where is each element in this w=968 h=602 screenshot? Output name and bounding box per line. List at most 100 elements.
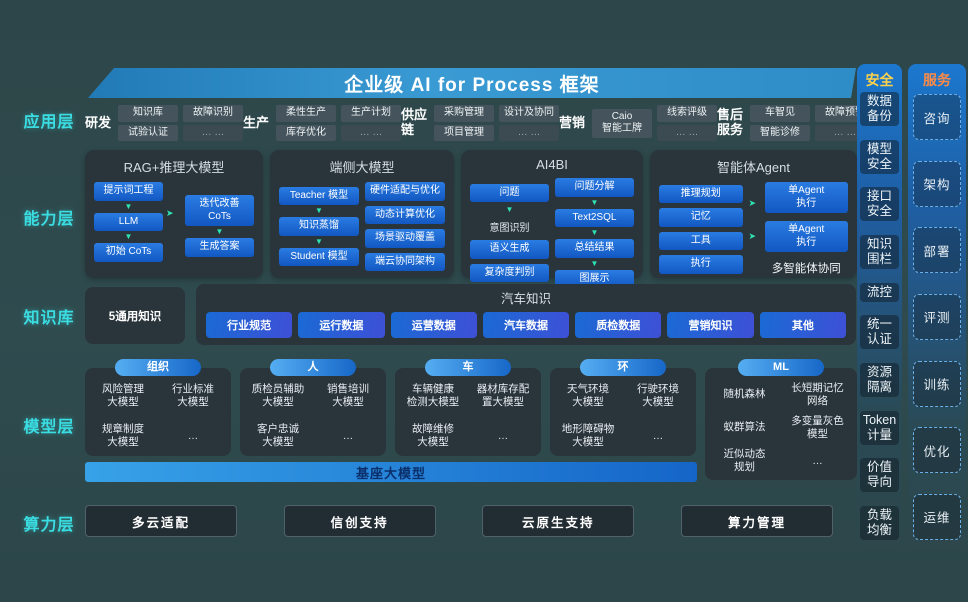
- services-sidebar: 服务 咨询 架构 部署 评测 训练 优化 运维: [908, 64, 966, 548]
- arrow-down-icon: ▼: [590, 228, 599, 237]
- layer-label-capability: 能力层: [23, 211, 75, 228]
- security-item: 负载均衡: [860, 505, 899, 540]
- security-item: 数据备份: [860, 92, 899, 126]
- app-group-label: 生产: [243, 114, 270, 130]
- flow-box: 推理规划: [659, 184, 743, 203]
- app-chip: 采购管理: [434, 105, 494, 122]
- foundation-model-bar: 基座大模型: [85, 462, 697, 482]
- app-group-production: 生产 柔性生产 库存优化 生产计划 … …: [243, 105, 401, 141]
- service-item: 优化: [913, 427, 961, 474]
- arrow-down-icon: ▼: [124, 201, 133, 211]
- panel-title: 端侧大模型: [329, 160, 395, 175]
- app-group-label: 研发: [85, 114, 112, 130]
- arrow-down-icon: ▼: [124, 232, 133, 241]
- service-item: 评测: [913, 293, 961, 340]
- model-cell: 行业标准 大模型: [172, 382, 214, 408]
- flow-box: Student 模型: [279, 247, 359, 267]
- app-chip-more: … …: [657, 124, 717, 141]
- model-cell: 天气环境 大模型: [567, 382, 609, 408]
- panel-title: AI4BI: [536, 157, 568, 172]
- flow-box: 工具: [659, 231, 743, 250]
- model-cell: 多变量灰色 模型: [791, 414, 844, 440]
- knowledge-chip: 运营数据: [390, 312, 477, 338]
- security-item: 价值导向: [860, 458, 899, 493]
- model-cell: 器材库存配 置大模型: [476, 382, 530, 408]
- app-chip: 车智见: [750, 105, 810, 122]
- app-chip-more: … …: [499, 124, 559, 141]
- panel-agent: 智能体Agent 推理规划 记忆 工具 执行 ➤ ➤ 单Agent 执行 单Ag…: [650, 150, 857, 278]
- model-cell: 客户忠诚 大模型: [257, 423, 299, 449]
- model-cell: 蚁群算法: [723, 421, 766, 434]
- security-sidebar: 安全 数据备份 模型安全 接口安全 知识围栏 流控 统一认证 资源隔离 Toke…: [857, 64, 902, 548]
- app-chip: 故障识别: [183, 105, 243, 122]
- model-group-ml: ML 随机森林 长短期记忆 网络 蚁群算法 多变量灰色 模型 近似动态 规划 …: [705, 359, 857, 480]
- app-chip-more: … …: [341, 124, 401, 141]
- flow-box: 生成答案: [185, 238, 254, 257]
- model-cell-more: …: [812, 454, 823, 467]
- app-chip: 设计及协同: [499, 105, 559, 122]
- arrow-right-icon: ➤: [748, 231, 757, 241]
- panel-title: RAG+推理大模型: [123, 160, 225, 175]
- app-chip: 库存优化: [276, 124, 336, 141]
- security-item: Token计量: [860, 410, 899, 445]
- knowledge-chip: 营销知识: [667, 312, 754, 338]
- knowledge-chip: 汽车数据: [482, 312, 570, 338]
- app-chip: 线索评级: [657, 105, 717, 122]
- model-layer-row: 组织 风险管理 大模型 行业标准 大模型 规章制度 大模型 … 人 质检员辅助 …: [85, 359, 857, 480]
- flow-box: 复杂度判别: [470, 263, 549, 283]
- arrow-down-icon: ▼: [215, 227, 224, 237]
- knowledge-chip: 其他: [759, 312, 846, 338]
- model-group-tag: 环: [580, 359, 666, 376]
- app-chip: 知识库: [118, 105, 178, 122]
- arrow-right-icon: ➤: [748, 198, 757, 208]
- capability-layer-row: RAG+推理大模型 提示词工程 ▼ LLM ▼ 初始 CoTs ➤ 迭代改善Co…: [85, 150, 857, 288]
- flow-box: 问题分解: [555, 178, 634, 197]
- framework-title-banner: 企业级 AI for Process 框架: [88, 68, 856, 98]
- flow-text: 意图识别: [489, 223, 530, 235]
- panel-edge-llm: 端侧大模型 Teacher 模型 ▼ 知识蒸馏 ▼ Student 模型 硬件适…: [270, 150, 454, 278]
- model-cell-more: …: [497, 429, 509, 442]
- flow-connector: ➤ ➤: [749, 182, 759, 276]
- service-item: 架构: [913, 160, 961, 207]
- flow-box: 单Agent 执行: [764, 182, 848, 213]
- app-chip: 生产计划: [341, 105, 401, 122]
- security-item: 模型安全: [860, 139, 899, 174]
- flow-box: 问题: [470, 183, 549, 203]
- model-group-tag: ML: [738, 359, 824, 376]
- flow-box: LLM: [94, 212, 163, 231]
- arrow-right-icon: ➤: [166, 208, 174, 219]
- flow-box: 记忆: [659, 208, 743, 227]
- security-item: 统一认证: [860, 315, 899, 350]
- flow-box: 硬件适配与优化: [365, 182, 445, 201]
- model-cell: 随机森林: [723, 388, 766, 401]
- compute-item-xinchuang: 信创支持: [283, 505, 436, 537]
- flow-box: 提示词工程: [94, 182, 163, 201]
- service-item: 训练: [913, 360, 961, 407]
- flow-box: 动态计算优化: [365, 205, 445, 224]
- arrow-down-icon: ▼: [315, 206, 323, 216]
- model-group-environment: 环 天气环境 大模型 行驶环境 大模型 地形障碍物 大模型 …: [550, 359, 696, 456]
- model-group-people: 人 质检员辅助 大模型 销售培训 大模型 客户忠诚 大模型 …: [240, 359, 386, 456]
- app-chip-more: … …: [183, 124, 243, 141]
- service-item: 运维: [913, 493, 961, 540]
- flow-box: 单Agent 执行: [764, 221, 848, 252]
- flow-box: 场景驱动覆盖: [365, 229, 445, 248]
- panel-ai4bi: AI4BI 问题 ▼ 意图识别 语义生成 复杂度判别 问题分解 ▼ Text2S…: [461, 150, 643, 288]
- model-group-vehicle: 车 车辆健康 检测大模型 器材库存配 置大模型 故障维修 大模型 …: [395, 359, 541, 456]
- app-group-supply-chain: 供应链 采购管理 项目管理 设计及协同 … …: [401, 105, 559, 141]
- knowledge-chip: 运行数据: [298, 312, 385, 338]
- model-cell-more: …: [342, 429, 354, 442]
- model-cell: 故障维修 大模型: [412, 423, 454, 449]
- compute-item-management: 算力管理: [680, 505, 833, 537]
- model-group-tag: 组织: [115, 359, 201, 376]
- security-item: 接口安全: [860, 187, 899, 222]
- model-cell-more: …: [187, 429, 199, 442]
- model-cell: 长短期记忆 网络: [791, 381, 844, 407]
- app-chip: Caio 智能工牌: [592, 108, 652, 138]
- flow-box: 执行: [659, 255, 743, 274]
- flow-box: Teacher 模型: [279, 186, 359, 206]
- security-item: 资源隔离: [860, 362, 899, 397]
- panel-rag-reasoning-llm: RAG+推理大模型 提示词工程 ▼ LLM ▼ 初始 CoTs ➤ 迭代改善Co…: [85, 150, 263, 278]
- multi-agent-caption: 多智能体协同: [771, 263, 841, 275]
